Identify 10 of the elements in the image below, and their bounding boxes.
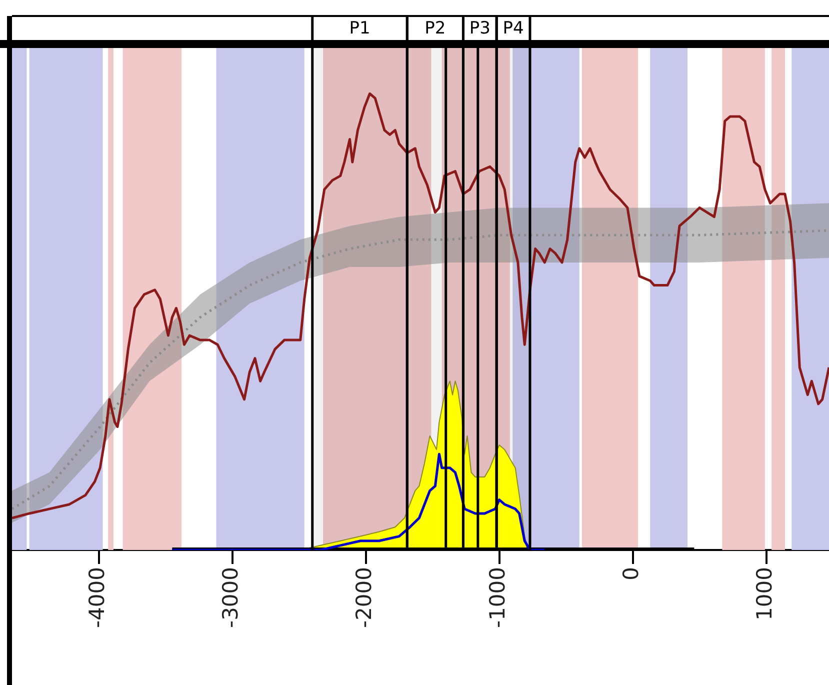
x-tick-label: -2000 [352, 566, 376, 628]
x-tick-label: -3000 [218, 566, 243, 628]
x-tick-label: -1000 [486, 566, 510, 628]
band-label: P2 [424, 18, 446, 38]
band-label: P3 [469, 18, 490, 38]
x-tick-label: 0 [619, 566, 644, 580]
band-label: P4 [502, 18, 524, 38]
x-tick-label: -4000 [85, 566, 110, 628]
band-label: P1 [349, 18, 370, 38]
x-tick-label: 1000 [752, 566, 777, 620]
